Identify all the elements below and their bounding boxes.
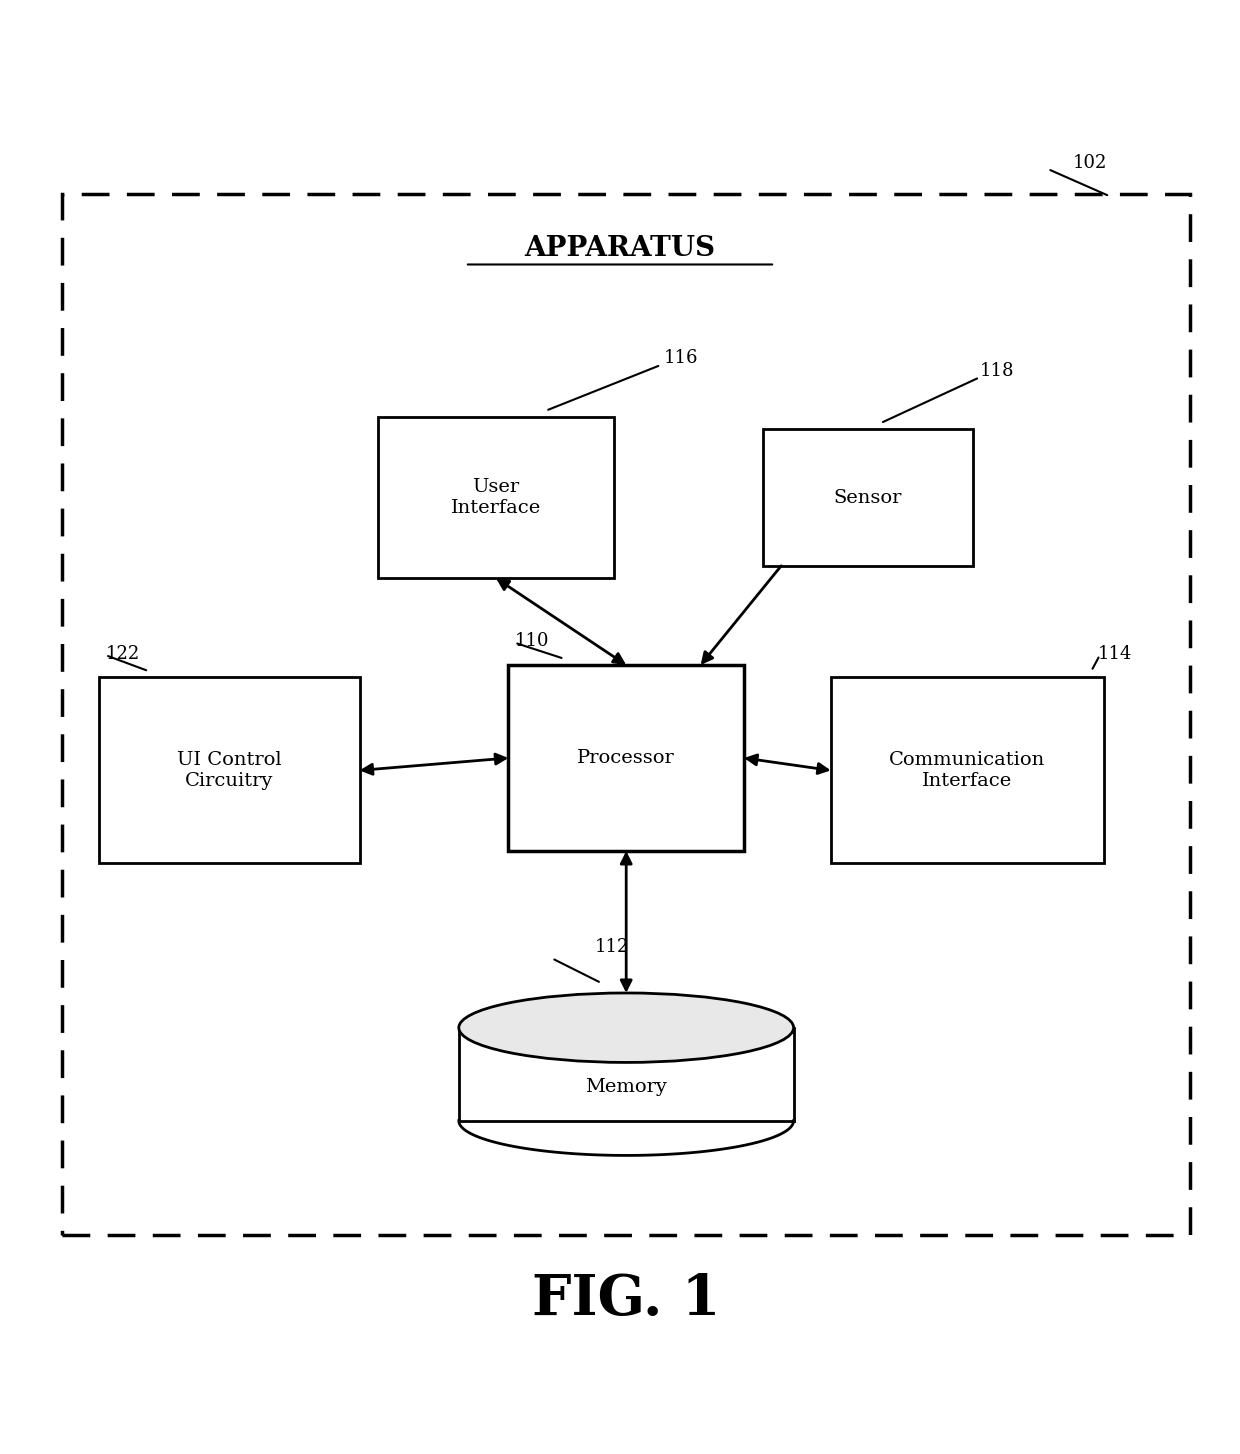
Ellipse shape (459, 993, 794, 1063)
Text: UI Control
Circuitry: UI Control Circuitry (177, 752, 281, 790)
Text: 114: 114 (1097, 644, 1132, 663)
Bar (508, 664, 744, 851)
Text: APPARATUS: APPARATUS (525, 236, 715, 262)
Text: 118: 118 (980, 362, 1014, 379)
Text: Processor: Processor (578, 749, 675, 768)
Text: 110: 110 (515, 632, 549, 650)
Bar (62, 193, 1190, 1236)
Text: Communication
Interface: Communication Interface (889, 752, 1045, 790)
Bar (99, 678, 360, 864)
Text: Sensor: Sensor (833, 489, 903, 506)
Text: 102: 102 (1073, 154, 1107, 172)
Bar (763, 429, 973, 566)
Bar (831, 678, 1104, 864)
Bar (378, 417, 614, 579)
Text: 112: 112 (595, 938, 630, 955)
Text: FIG. 1: FIG. 1 (532, 1272, 720, 1328)
Text: User
Interface: User Interface (451, 478, 541, 518)
Text: Memory: Memory (585, 1077, 667, 1096)
Text: 122: 122 (105, 644, 140, 663)
Text: 116: 116 (663, 349, 698, 368)
